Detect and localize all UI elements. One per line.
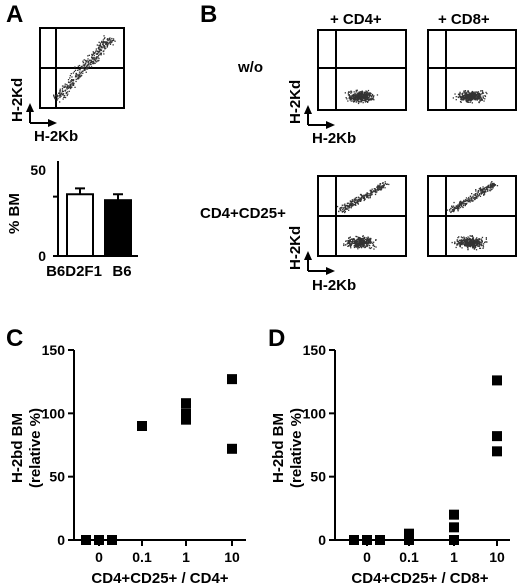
y-tick-label: 100: [303, 405, 327, 421]
data-point: [94, 535, 104, 545]
flow-dots: [336, 181, 390, 250]
panel-a-flow-plot: [39, 27, 125, 109]
x-tick-label: 10: [224, 549, 240, 565]
y-axis-label-line2: (relative %): [288, 408, 305, 488]
x-tick-label: 0: [95, 549, 103, 565]
data-point: [449, 522, 459, 533]
x-tick-label: 1: [182, 549, 190, 565]
flow-y-axis-label: H-2Kd: [287, 226, 304, 270]
bar-category-label: B6: [112, 263, 131, 280]
x-axis-label: CD4+CD25+ / CD8+: [351, 570, 488, 587]
flow-x-axis-label: H-2Kb: [312, 277, 356, 294]
panel-b-flow-axes: H-2Kd H-2Kb: [287, 226, 356, 294]
flow-dots: [344, 89, 379, 105]
y-tick-label: 0: [57, 532, 65, 548]
flow-dots: [53, 35, 116, 103]
x-axis-label: CD4+CD25+ / CD4+: [91, 570, 228, 587]
panel-letter-b: B: [200, 1, 217, 28]
bar-category-label: B6D2F1: [46, 263, 102, 280]
error-bar: [113, 193, 123, 201]
panel-c-scatter-chart: H-2bd BM (relative %) CD4+CD25+ / CD4+ 0…: [9, 342, 246, 587]
flow-x-axis-label: H-2Kb: [34, 128, 78, 145]
panel-letter-c: C: [6, 325, 23, 352]
data-point: [492, 375, 502, 386]
y-tick-label: 50: [310, 469, 326, 485]
data-point: [349, 535, 359, 545]
data-point: [181, 414, 191, 425]
panel-b-flow-plot: [427, 29, 517, 111]
data-point: [404, 535, 414, 545]
bar: [104, 199, 132, 257]
panel-b-flow-plot: [317, 29, 407, 111]
column-header-cd8: + CD8+: [438, 11, 490, 28]
data-point: [492, 431, 502, 442]
data-point: [404, 528, 414, 539]
y-tick-label: 100: [42, 405, 66, 421]
x-tick-label: 0: [363, 549, 371, 565]
y-axis-label-line1: H-2bd BM: [9, 413, 26, 483]
data-point: [107, 535, 117, 545]
flow-dots: [452, 90, 488, 104]
bar-y-axis-label: % BM: [6, 193, 23, 234]
data-point: [137, 421, 147, 431]
scatter-axis: [73, 350, 246, 541]
y-tick-label: 0: [318, 532, 326, 548]
panel-letter-d: D: [268, 325, 285, 352]
flow-dots: [446, 181, 499, 251]
y-axis-label-line1: H-2bd BM: [270, 413, 287, 483]
column-header-cd4: + CD4+: [330, 11, 382, 28]
flow-x-axis-label: H-2Kb: [312, 130, 356, 147]
panel-b-flow-axes: H-2Kd H-2Kb: [287, 80, 356, 147]
panel-letter-a: A: [6, 1, 23, 28]
bar-y-tick: 0: [38, 248, 46, 264]
panel-a-flow-axes: H-2Kd H-2Kb: [9, 78, 78, 145]
data-point: [492, 446, 502, 457]
data-point: [375, 535, 385, 545]
data-point: [449, 535, 459, 545]
x-tick-label: 0.1: [132, 549, 152, 565]
panel-d-scatter-chart: H-2bd BM (relative %) CD4+CD25+ / CD8+ 0…: [270, 342, 510, 587]
row-label-without: w/o: [237, 59, 263, 76]
error-bar: [75, 187, 85, 195]
y-tick-label: 50: [49, 469, 65, 485]
flow-y-axis-label: H-2Kd: [287, 80, 304, 124]
data-point: [181, 398, 191, 409]
flow-y-axis-label: H-2Kd: [9, 78, 26, 122]
data-point: [81, 535, 91, 545]
y-axis-label-line2: (relative %): [27, 408, 44, 488]
data-point: [227, 443, 237, 454]
bar: [66, 193, 94, 257]
panel-b-flow-plot: [427, 175, 517, 257]
panel-a-bar-chart: % BM 50 0 B6D2F1 B6: [6, 161, 138, 280]
data-point: [227, 374, 237, 385]
row-label-treg: CD4+CD25+: [200, 205, 286, 222]
data-point: [449, 509, 459, 520]
data-point: [181, 408, 191, 419]
y-tick-label: 150: [303, 342, 327, 358]
data-point: [362, 535, 372, 545]
x-tick-label: 0.1: [399, 549, 419, 565]
x-tick-label: 10: [489, 549, 505, 565]
panel-b-headers: + CD4+ + CD8+ w/o CD4+CD25+: [200, 11, 490, 222]
x-tick-label: 1: [450, 549, 458, 565]
scatter-axis: [334, 350, 510, 541]
bar-y-tick: 50: [30, 162, 46, 178]
panel-b-flow-plot: [317, 175, 407, 257]
y-tick-label: 150: [42, 342, 66, 358]
